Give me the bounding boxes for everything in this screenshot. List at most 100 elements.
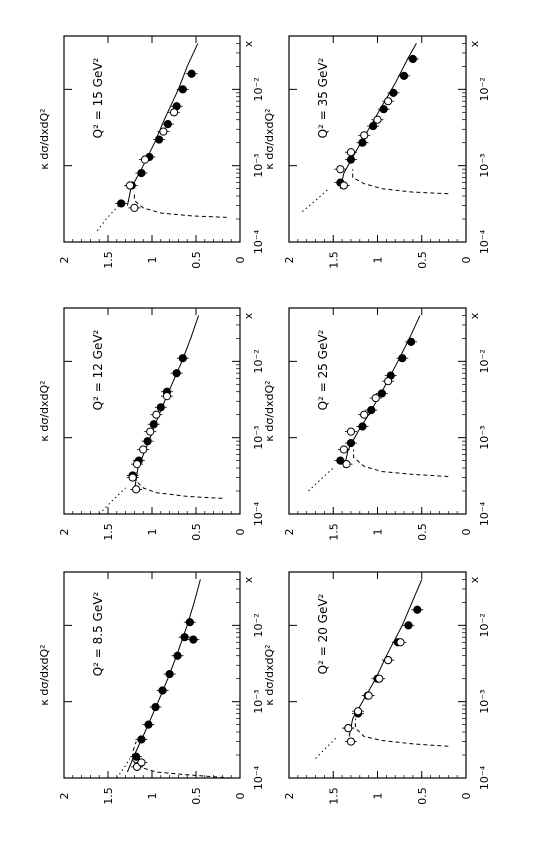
data-point-open xyxy=(364,691,373,700)
y-tick-label: 1.5 xyxy=(327,523,340,541)
data-point-filled xyxy=(154,135,164,144)
x-axis-label: x xyxy=(468,312,481,319)
data-point-open xyxy=(384,656,393,665)
data-point-filled xyxy=(389,88,398,97)
x-tick-label: 10⁻⁴ xyxy=(478,229,491,254)
data-point-filled xyxy=(149,420,158,429)
data-point-filled xyxy=(143,437,152,446)
x-axis-label: x xyxy=(242,312,255,319)
data-point-filled xyxy=(413,605,422,614)
y-tick-label: 1.5 xyxy=(102,787,115,805)
data-point-open xyxy=(152,410,161,419)
x-axis-label: x xyxy=(242,40,255,47)
data-point-filled xyxy=(407,337,416,346)
y-tick-label: 1 xyxy=(146,529,159,536)
data-point-filled xyxy=(165,669,174,679)
data-point-filled xyxy=(137,168,146,178)
dashed-curve xyxy=(132,741,232,779)
data-point-open xyxy=(342,460,351,469)
y-axis-label: κ dσ/dxdQ² xyxy=(38,108,51,169)
panels: 0 0.5 1 1.5 2 10⁻⁴ 10⁻³ 10⁻² x κ dσ/dxdQ² Q² = 8.5… xyxy=(38,35,491,805)
data-point-filled xyxy=(178,85,187,94)
y-axis-label: κ dσ/dxdQ² xyxy=(38,380,51,441)
x-tick-label: 10⁻³ xyxy=(478,426,491,450)
y-tick-label: 2 xyxy=(58,793,71,800)
y-tick-label: 0.5 xyxy=(190,523,203,541)
dotted-curve xyxy=(96,205,119,232)
data-point-filled xyxy=(151,702,160,712)
data-point-open xyxy=(396,638,405,647)
y-tick-label: 0.5 xyxy=(416,787,429,805)
x-tick-label: 10⁻² xyxy=(252,77,265,101)
x-tick-label: 10⁻² xyxy=(478,613,491,637)
y-tick-label: 0.5 xyxy=(190,251,203,269)
data-point-filled xyxy=(132,752,141,761)
data-point-filled xyxy=(172,369,181,378)
y-tick-label: 0 xyxy=(460,793,473,800)
x-tick-label: 10⁻⁴ xyxy=(252,229,265,254)
dashed-curve xyxy=(352,169,449,195)
x-tick-label: 10⁻⁴ xyxy=(252,501,265,526)
dotted-curve xyxy=(98,487,126,515)
data-point-open xyxy=(384,97,393,106)
x-tick-label: 10⁻² xyxy=(478,349,491,373)
data-point-open xyxy=(140,155,150,164)
panel-title: Q² = 8.5 GeV² xyxy=(91,592,105,677)
x-tick-label: 10⁻⁴ xyxy=(478,501,491,526)
dotted-curve xyxy=(308,467,334,492)
data-point-open xyxy=(128,473,137,482)
data-point-open xyxy=(169,108,179,117)
data-point-open xyxy=(375,674,384,683)
data-point-open xyxy=(360,131,369,140)
y-tick-label: 0.5 xyxy=(416,523,429,541)
x-tick-label: 10⁻² xyxy=(478,77,491,101)
data-point-filled xyxy=(180,633,189,642)
data-point-open xyxy=(336,165,345,174)
data-point-filled xyxy=(358,138,367,147)
dotted-curve xyxy=(301,188,330,212)
panel: 0 0.5 1 1.5 2 10⁻⁴ 10⁻³ 10⁻² x κ dσ/dxdQ² Q² = 12 … xyxy=(38,307,265,541)
panel-title: Q² = 25 GeV² xyxy=(316,329,330,410)
data-point-open xyxy=(137,758,146,767)
panel: 0 0.5 1 1.5 2 10⁻⁴ 10⁻³ 10⁻² x κ dσ/dxdQ² Q² = 25 … xyxy=(263,307,491,541)
data-point-filled xyxy=(178,354,187,363)
data-point-filled xyxy=(379,105,388,114)
y-tick-label: 1 xyxy=(372,529,385,536)
data-point-open xyxy=(346,427,356,436)
dashed-curve xyxy=(135,472,223,499)
y-tick-label: 2 xyxy=(283,257,296,264)
dotted-curve xyxy=(116,758,131,779)
panel: 0 0.5 1 1.5 2 10⁻⁴ 10⁻³ 10⁻² x κ dσ/dxdQ² Q² = 35 … xyxy=(263,35,491,269)
panel-title: Q² = 15 GeV² xyxy=(91,57,105,138)
data-point-filled xyxy=(377,389,387,398)
panel: 0 0.5 1 1.5 2 10⁻⁴ 10⁻³ 10⁻² x κ dσ/dxdQ² Q² = 8.5… xyxy=(38,571,265,805)
x-tick-label: 10⁻⁴ xyxy=(252,765,265,790)
data-point-open xyxy=(373,115,382,124)
data-point-open xyxy=(360,410,369,419)
data-point-open xyxy=(162,392,172,401)
y-tick-label: 1 xyxy=(372,793,385,800)
y-tick-label: 0 xyxy=(460,257,473,264)
dashed-curve xyxy=(353,449,449,477)
data-point-open xyxy=(344,724,353,733)
data-point-filled xyxy=(398,354,407,363)
y-tick-label: 2 xyxy=(58,257,71,264)
y-tick-label: 1 xyxy=(146,793,159,800)
data-point-filled xyxy=(158,686,167,695)
dashed-curve xyxy=(133,192,227,218)
data-point-open xyxy=(339,181,348,190)
y-axis-label: κ dσ/dxdQ² xyxy=(263,380,276,441)
data-point-open xyxy=(346,148,356,157)
data-point-filled xyxy=(144,720,153,729)
data-point-open xyxy=(353,707,363,716)
data-point-open xyxy=(132,460,142,469)
data-point-filled xyxy=(187,69,196,78)
data-point-open xyxy=(125,181,135,190)
y-tick-label: 2 xyxy=(58,529,71,536)
x-tick-label: 10⁻³ xyxy=(478,154,491,178)
solid-curve xyxy=(133,315,200,492)
data-point-open xyxy=(132,485,141,494)
panel-title: Q² = 20 GeV² xyxy=(316,593,330,674)
data-point-filled xyxy=(137,735,146,744)
data-point-filled xyxy=(336,456,345,465)
